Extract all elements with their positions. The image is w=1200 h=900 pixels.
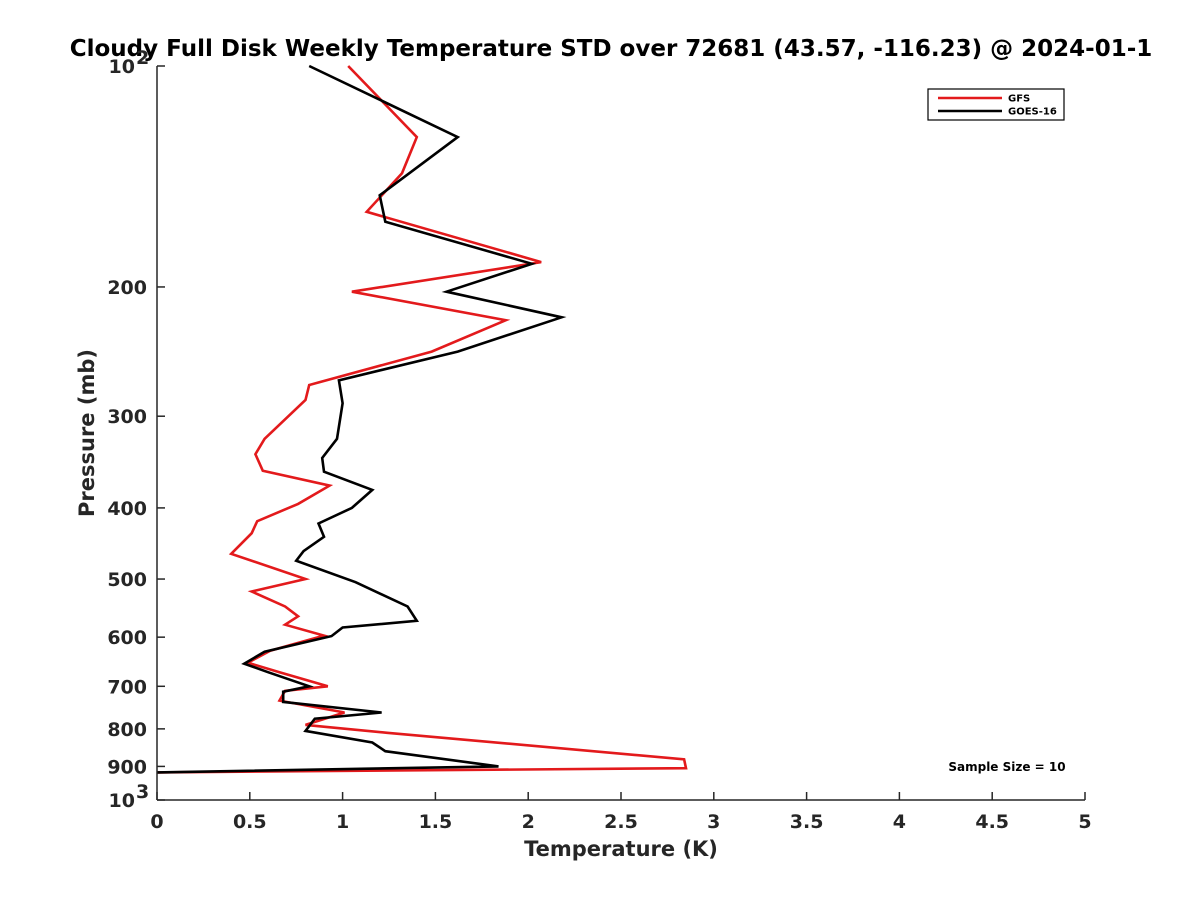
y-tick-label: 700 [107, 676, 147, 698]
chart-title: Cloudy Full Disk Weekly Temperature STD … [70, 36, 1153, 62]
x-tick-label: 0 [150, 811, 163, 833]
x-tick-label: 1 [336, 811, 349, 833]
y-tick-exponent: 3 [136, 781, 149, 803]
x-tick-label: 3 [707, 811, 720, 833]
y-tick-label: 10 [109, 790, 135, 812]
sample-size-annotation: Sample Size = 10 [948, 760, 1065, 774]
y-tick-label: 600 [107, 627, 147, 649]
y-tick-label: 500 [107, 569, 147, 591]
y-tick-label: 10 [109, 56, 135, 78]
x-tick-label: 1.5 [419, 811, 453, 833]
x-tick-label: 4 [893, 811, 906, 833]
y-tick-label: 800 [107, 719, 147, 741]
plot-lines [156, 64, 688, 774]
legend-box [927, 88, 1065, 121]
x-axis-label: Temperature (K) [524, 837, 718, 861]
legend-label: GFS [1008, 94, 1030, 105]
x-tick-label: 2.5 [604, 811, 638, 833]
series-line-gfs [156, 65, 688, 774]
x-tick-label: 0.5 [233, 811, 267, 833]
x-tick-label: 4.5 [975, 811, 1009, 833]
legend: GFS GOES-16 [927, 88, 1065, 121]
y-tick-label: 200 [107, 277, 147, 299]
y-axis-label: Pressure (mb) [75, 349, 99, 517]
series-line-goes-16 [156, 64, 567, 774]
y-tick-label: 400 [107, 498, 147, 520]
y-tick-label: 900 [107, 756, 147, 778]
y-tick-exponent: 2 [136, 47, 149, 69]
x-tick-label: 5 [1078, 811, 1091, 833]
x-tick-label: 3.5 [790, 811, 824, 833]
y-tick-label: 300 [107, 406, 147, 428]
legend-label: GOES-16 [1008, 107, 1057, 118]
x-axis-ticks: 0 0.5 1 1.5 2 2.5 3 3.5 4 4.5 5 [150, 792, 1092, 833]
x-tick-label: 2 [522, 811, 535, 833]
